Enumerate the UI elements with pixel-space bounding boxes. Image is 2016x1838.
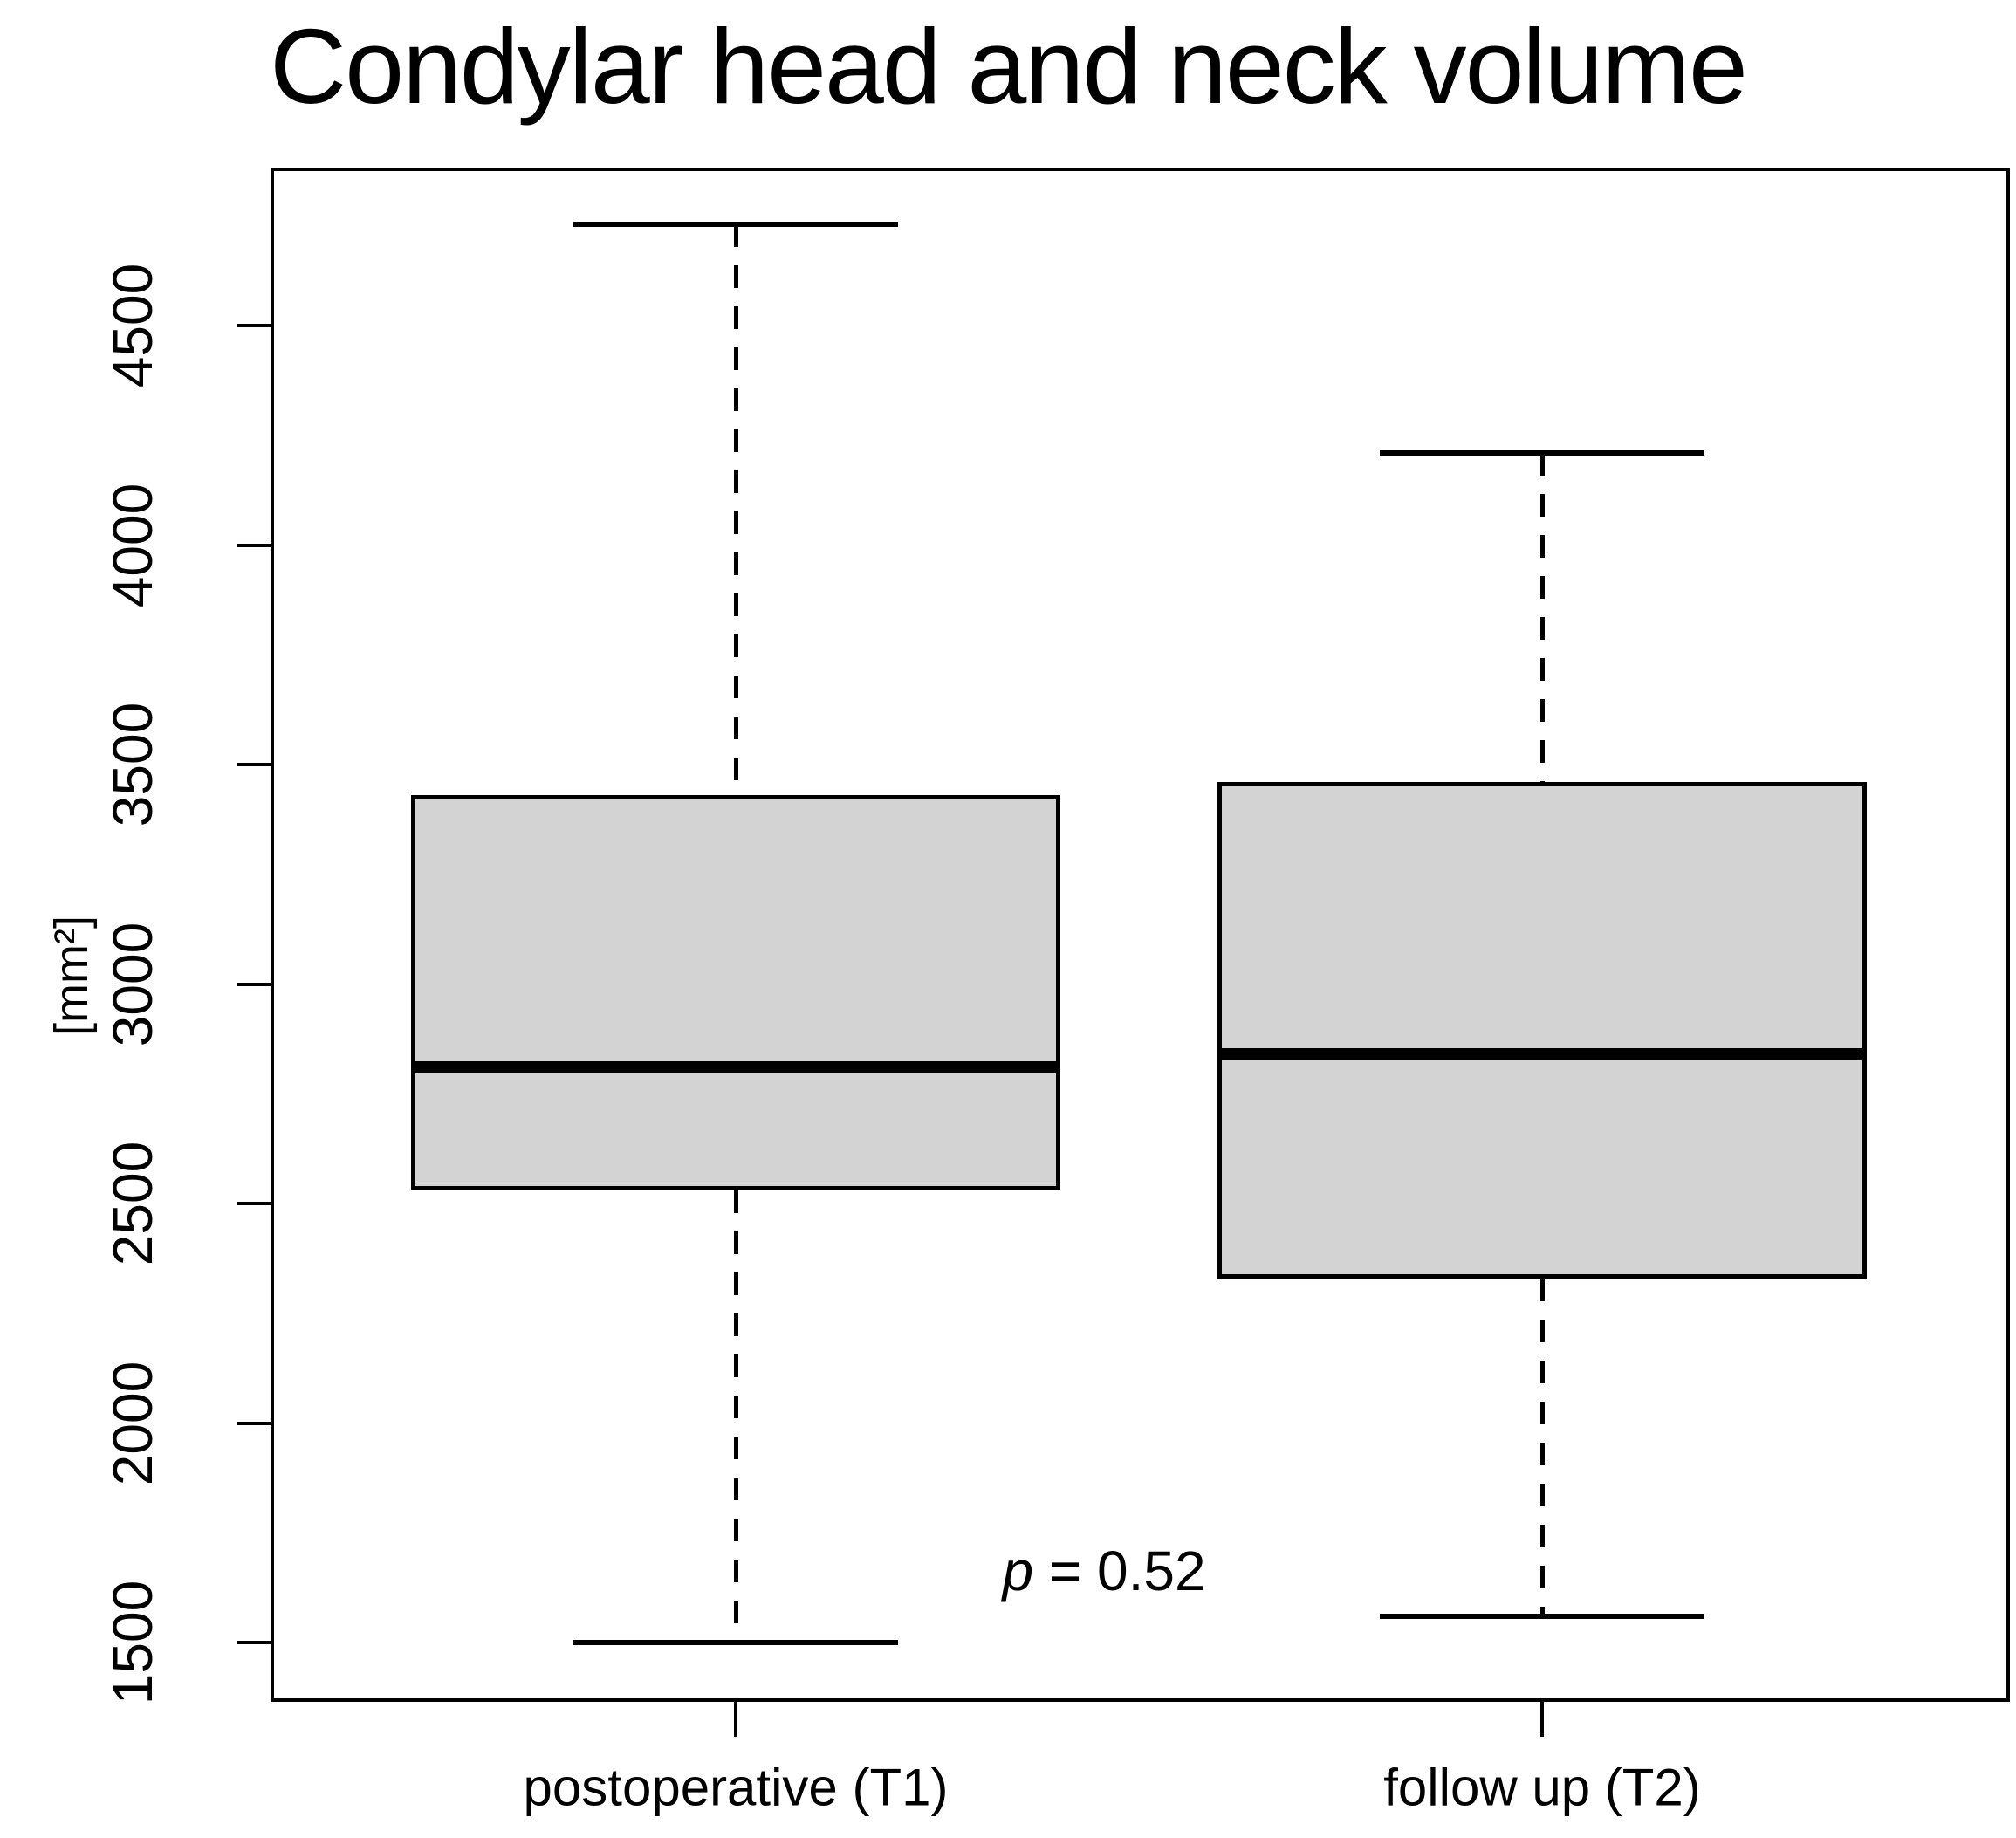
y-axis-label: [mm²] xyxy=(45,916,98,1036)
lower-whisker-line xyxy=(733,1190,738,1643)
y-tick xyxy=(237,982,271,986)
y-tick-label: 2500 xyxy=(101,1141,164,1266)
y-tick xyxy=(237,543,271,547)
x-tick-label: postoperative (T1) xyxy=(523,1758,949,1817)
p-value-annotation: p = 0.52 xyxy=(1002,1539,1205,1603)
upper-whisker-cap xyxy=(573,222,898,228)
median-line xyxy=(1217,1048,1867,1061)
median-line xyxy=(411,1061,1060,1074)
lower-whisker-cap xyxy=(573,1640,898,1646)
y-tick-label: 4000 xyxy=(101,483,164,607)
iqr-box xyxy=(411,795,1060,1190)
lower-whisker-cap xyxy=(1380,1613,1704,1619)
y-tick-label: 3000 xyxy=(101,922,164,1046)
y-tick-label: 4500 xyxy=(101,263,164,388)
x-tick xyxy=(734,1702,737,1737)
p-value-text: = 0.52 xyxy=(1048,1540,1206,1602)
x-tick-label: follow up (T2) xyxy=(1383,1758,1701,1817)
upper-whisker-cap xyxy=(1380,449,1704,456)
y-tick xyxy=(237,324,271,328)
y-tick-label: 1500 xyxy=(101,1580,164,1705)
iqr-box xyxy=(1217,782,1867,1279)
y-tick-label: 3500 xyxy=(101,702,164,827)
y-tick xyxy=(237,763,271,767)
chart-title: Condylar head and neck volume xyxy=(270,7,1748,126)
x-tick xyxy=(1540,1702,1544,1737)
y-tick-label: 2000 xyxy=(101,1361,164,1485)
upper-whisker-line xyxy=(1539,452,1545,783)
y-tick xyxy=(237,1641,271,1645)
upper-whisker-line xyxy=(733,224,738,796)
y-tick xyxy=(237,1421,271,1425)
lower-whisker-line xyxy=(1539,1278,1545,1616)
y-tick xyxy=(237,1202,271,1206)
p-symbol: p xyxy=(1002,1540,1034,1602)
